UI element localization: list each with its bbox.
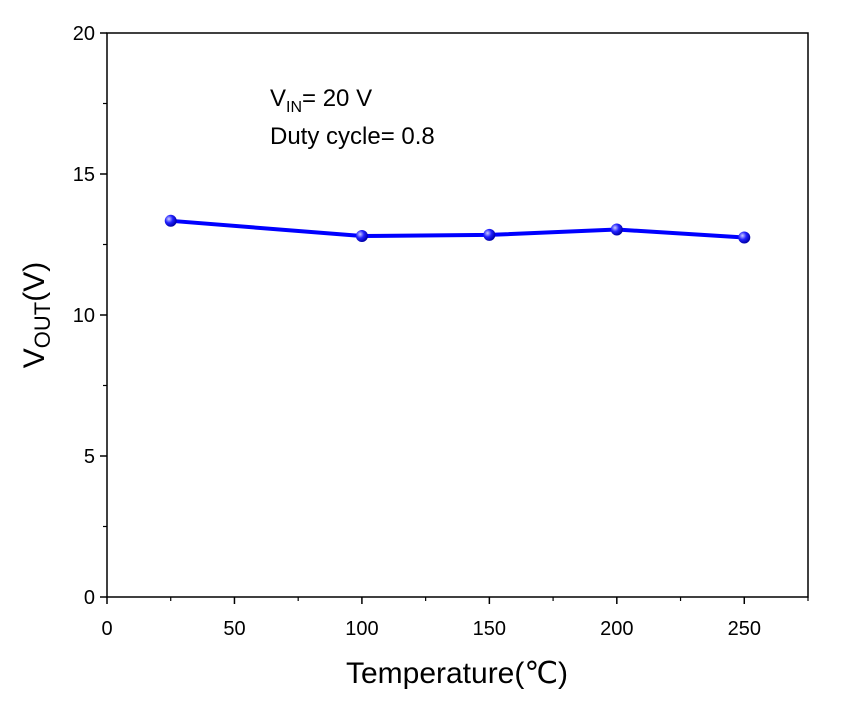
data-point bbox=[164, 214, 177, 227]
y-tick-label: 15 bbox=[73, 164, 95, 186]
data-point bbox=[483, 228, 496, 241]
y-tick-label: 10 bbox=[73, 305, 95, 327]
plot-frame bbox=[106, 32, 809, 598]
data-point bbox=[738, 231, 751, 244]
x-tick-label: 50 bbox=[223, 618, 245, 640]
x-tick-label: 0 bbox=[101, 618, 112, 640]
x-tick-label: 200 bbox=[600, 618, 633, 640]
y-tick-label: 20 bbox=[73, 23, 95, 45]
series-line bbox=[170, 218, 745, 240]
x-tick-label: 250 bbox=[728, 618, 761, 640]
x-axis-label: Temperature(℃) bbox=[346, 657, 568, 690]
y-axis-label: VOUT(V) bbox=[18, 262, 55, 368]
x-tick-label: 150 bbox=[473, 618, 506, 640]
data-point bbox=[355, 230, 368, 243]
y-tick-label: 5 bbox=[84, 446, 95, 468]
annotation-duty-cycle: Duty cycle= 0.8 bbox=[270, 123, 435, 150]
y-tick-label: 0 bbox=[84, 587, 95, 609]
data-point bbox=[610, 223, 623, 236]
annotation-vin: VIN= 20 V bbox=[270, 85, 372, 116]
x-tick-label: 100 bbox=[345, 618, 378, 640]
